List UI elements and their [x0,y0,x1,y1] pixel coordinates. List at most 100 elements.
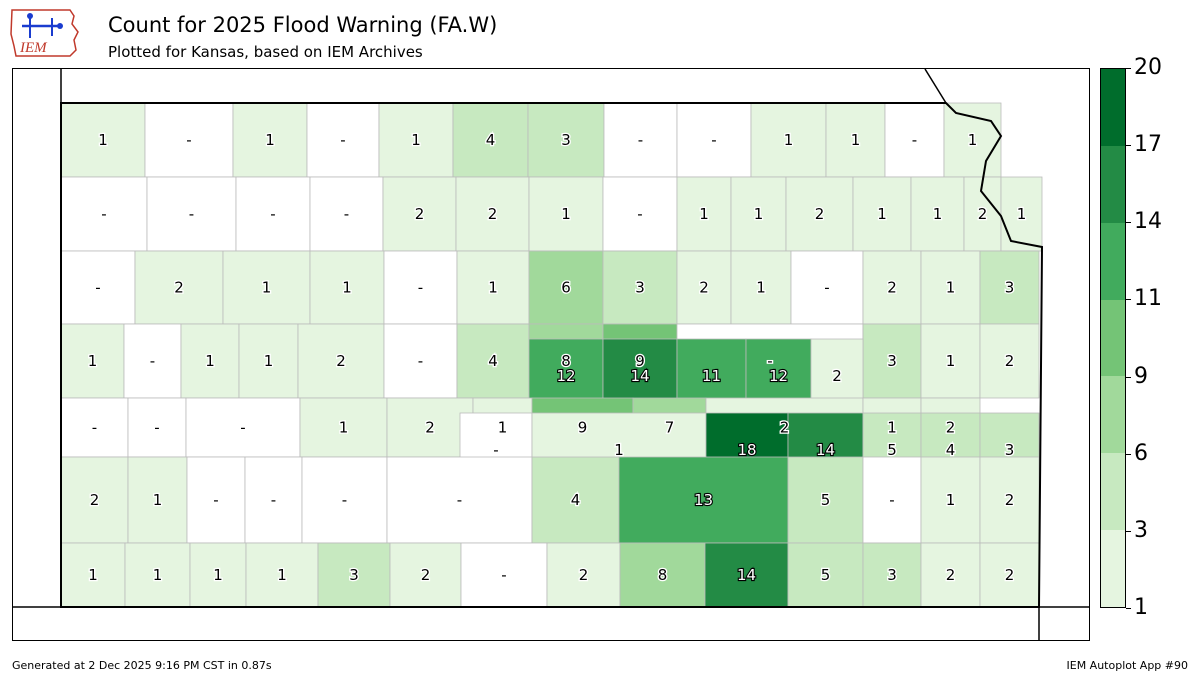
county-count-label: 9 [578,419,588,437]
legend-tick-mark [1126,376,1131,378]
county-count-label: 2 [425,419,435,437]
county-count-label: 1 [213,566,223,584]
county-cell [123,323,182,399]
county-count-label: 1 [339,419,349,437]
county-count-label: 3 [1005,279,1015,297]
county-count-label: 4 [486,131,496,149]
legend-color-swatch [1101,69,1125,146]
county-cell [920,542,981,608]
legend-tick-label: 20 [1134,55,1162,80]
county-count-label: - [824,279,829,297]
county-count-label: 1 [946,352,956,370]
county-cell [60,176,148,252]
county-count-label: 1 [342,279,352,297]
county-count-label: 2 [887,279,897,297]
county-cell [676,102,752,178]
county-count-label: 1 [411,131,421,149]
county-count-label: 4 [571,491,581,509]
county-count-label: - [493,441,498,459]
county-cell [186,456,246,544]
county-count-label: 13 [694,491,713,509]
county-cell [455,176,530,252]
county-count-label: 1 [205,352,215,370]
county-count-label: 1 [153,566,163,584]
county-count-label: 1 [614,441,624,459]
county-count-label: 1 [88,566,98,584]
legend-tick-mark [1126,530,1131,532]
county-cell [382,176,457,252]
county-count-label: 4 [488,352,498,370]
county-count-label: 3 [887,352,897,370]
county-count-label: 2 [415,205,425,223]
county-count-label: - [767,352,772,370]
county-cell [527,102,605,178]
county-count-label: - [418,352,423,370]
county-cell [245,542,319,608]
legend-tick-mark [1126,608,1131,609]
county-count-label: 12 [556,367,575,385]
county-cell [383,323,458,399]
county-cell [884,102,945,178]
county-count-label: 9 [635,352,645,370]
legend-tick-mark [1126,68,1131,69]
county-cell [979,542,1040,608]
county-count-label: 2 [488,205,498,223]
county-count-label: 1 [264,352,274,370]
county-cell [60,542,126,608]
county-cell [383,250,458,325]
legend-color-swatch [1101,376,1125,454]
legend-tick-mark [1126,299,1131,301]
iowa-state-outline-weather-station-icon: IEM [10,9,79,57]
county-cell [134,250,224,325]
county-count-label: 1 [699,205,709,223]
legend-tick-label: 17 [1134,132,1162,158]
county-count-label: 3 [349,566,359,584]
county-cell [787,542,864,608]
county-count-label: - [501,566,506,584]
county-cell [531,456,620,544]
county-count-label: 1 [756,279,766,297]
county-count-label: 2 [1005,566,1015,584]
county-count-label: - [889,491,894,509]
county-count-label: - [213,491,218,509]
county-cell [124,542,191,608]
county-count-label: 1 [88,352,98,370]
county-cell [60,323,125,399]
county-cell [920,250,981,325]
county-cell [1000,176,1043,252]
county-count-label: 1 [265,131,275,149]
county-cell [235,176,311,252]
county-count-label: 6 [561,279,571,297]
county-count-label: 1 [877,205,887,223]
state-outline-layer [13,69,1089,640]
county-count-label: - [342,491,347,509]
county-count-label: 2 [174,279,184,297]
legend-tick-mark [1126,145,1131,147]
county-cell [386,397,474,458]
county-count-label: - [711,131,716,149]
county-count-label: 2 [579,566,589,584]
county-count-label: 2 [946,566,956,584]
county-count-label: 1 [933,205,943,223]
county-cell [189,542,247,608]
page-title: Count for 2025 Flood Warning (FA.W) [108,13,498,37]
county-cell [943,102,1002,178]
legend-color-swatch [1101,453,1125,531]
county-count-label: 2 [1005,352,1015,370]
county-cell [299,397,388,458]
county-cell [603,102,678,178]
county-layer [60,102,1043,608]
county-count-label: 1 [1017,205,1027,223]
county-cell [146,176,237,252]
county-count-label: 3 [1005,441,1015,459]
county-cell [910,176,965,252]
county-count-label: 8 [561,352,571,370]
county-count-label: - [912,131,917,149]
county-count-label: 1 [498,419,508,437]
county-count-label: 2 [1005,491,1015,509]
county-count-label: 12 [769,367,788,385]
county-cell [979,323,1040,399]
legend-color-swatch [1101,222,1125,300]
county-cell [456,250,530,325]
county-cell [787,456,864,544]
